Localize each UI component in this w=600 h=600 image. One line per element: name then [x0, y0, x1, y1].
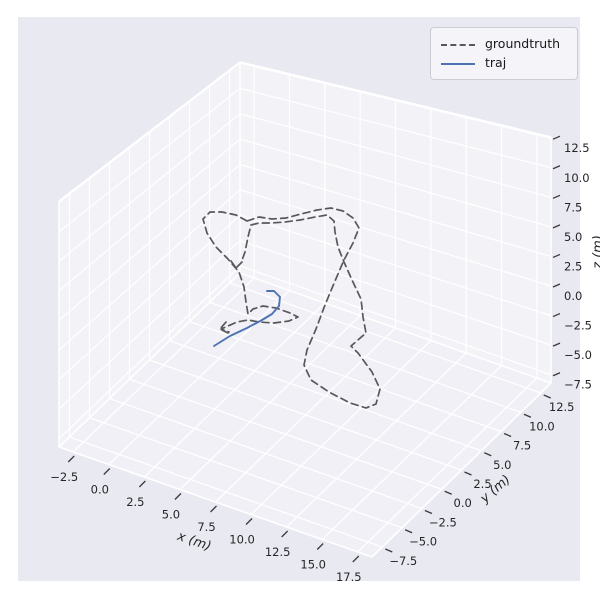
- svg-text:2.5: 2.5: [126, 495, 144, 509]
- svg-text:12.5: 12.5: [265, 545, 291, 559]
- svg-text:2.5: 2.5: [473, 477, 491, 491]
- svg-text:−7.5: −7.5: [389, 554, 417, 568]
- legend-label-groundtruth: groundtruth: [485, 36, 561, 52]
- svg-text:12.5: 12.5: [549, 400, 575, 414]
- traj-line: [213, 290, 281, 347]
- svg-text:15.0: 15.0: [300, 558, 326, 572]
- box-edges: [58, 61, 552, 558]
- legend-item-traj: traj: [441, 54, 567, 73]
- z-axis-label: z (m): [591, 235, 600, 270]
- svg-text:10.0: 10.0: [564, 171, 590, 185]
- svg-text:17.5: 17.5: [336, 570, 362, 584]
- svg-text:0.0: 0.0: [454, 496, 472, 510]
- legend-item-groundtruth: groundtruth: [441, 35, 567, 54]
- svg-text:−5.0: −5.0: [564, 348, 592, 362]
- svg-text:7.5: 7.5: [513, 439, 531, 453]
- svg-text:−5.0: −5.0: [409, 535, 437, 549]
- svg-text:10.0: 10.0: [229, 533, 255, 547]
- svg-text:0.0: 0.0: [564, 289, 582, 303]
- svg-text:7.5: 7.5: [197, 520, 215, 534]
- legend: groundtruth traj: [430, 27, 578, 80]
- svg-text:0.0: 0.0: [91, 483, 109, 497]
- svg-text:5.0: 5.0: [162, 508, 180, 522]
- groundtruth-line: [202, 207, 381, 409]
- grid: [58, 62, 552, 553]
- svg-text:12.5: 12.5: [564, 141, 590, 155]
- legend-line-sample-dashed: [441, 43, 475, 46]
- tick-labels: −2.50.02.55.07.510.012.515.017.5−7.5−5.0…: [50, 135, 592, 584]
- svg-text:2.5: 2.5: [564, 259, 582, 273]
- svg-text:−7.5: −7.5: [564, 378, 592, 392]
- svg-text:5.0: 5.0: [493, 458, 511, 472]
- svg-text:10.0: 10.0: [529, 419, 555, 433]
- svg-text:5.0: 5.0: [564, 230, 582, 244]
- svg-text:−2.5: −2.5: [429, 515, 457, 529]
- legend-line-sample-solid: [441, 62, 475, 65]
- legend-label-traj: traj: [485, 55, 507, 71]
- svg-text:7.5: 7.5: [564, 200, 582, 214]
- svg-text:−2.5: −2.5: [50, 470, 78, 484]
- svg-text:−2.5: −2.5: [564, 319, 592, 333]
